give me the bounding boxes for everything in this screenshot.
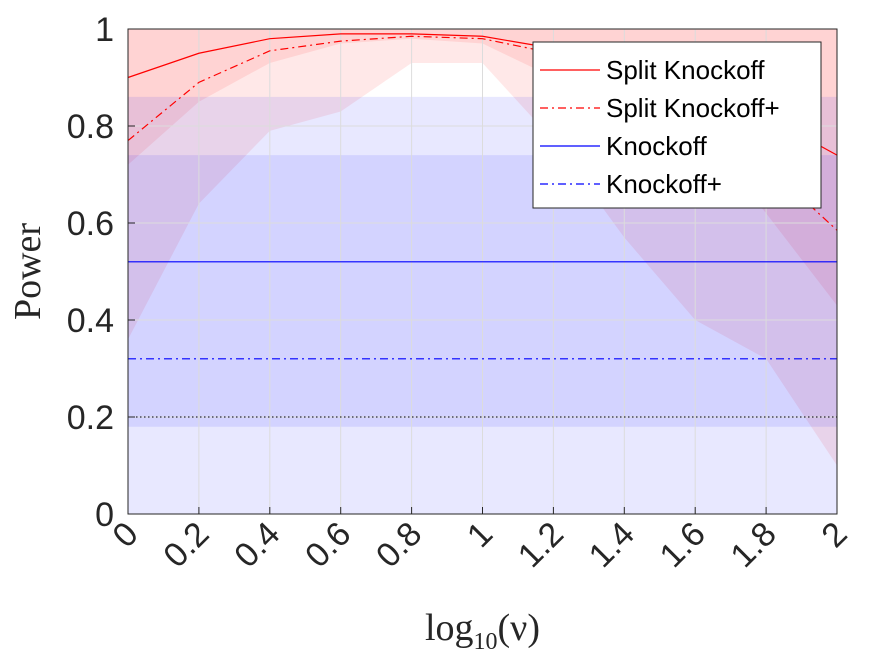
legend-label-3: Knockoff [606,131,707,161]
legend-label-1: Split Knockoff [606,55,765,85]
x-axis-label-base: log [425,607,474,649]
x-axis-label: log10(ν) [425,607,540,655]
legend: Split Knockoff Split Knockoff+ Knockoff Kno… [532,41,822,209]
x-axis-label-subscript: 10 [474,629,498,655]
x-axis-label-argument: (ν) [498,607,541,649]
y-tick-label-5: 1 [95,11,114,49]
y-tick-label-3: 0.6 [67,205,114,243]
legend-label-4: Knockoff+ [606,169,722,199]
y-tick-label-0: 0 [95,496,114,534]
y-axis-label: Power [7,223,49,320]
y-tick-label-1: 0.2 [67,399,114,437]
y-tick-label-2: 0.4 [67,302,114,340]
y-tick-label-4: 0.8 [67,108,114,146]
legend-label-2: Split Knockoff+ [606,93,780,123]
y-axis-ticks: 0 0.2 0.4 0.6 0.8 1 [67,11,135,534]
